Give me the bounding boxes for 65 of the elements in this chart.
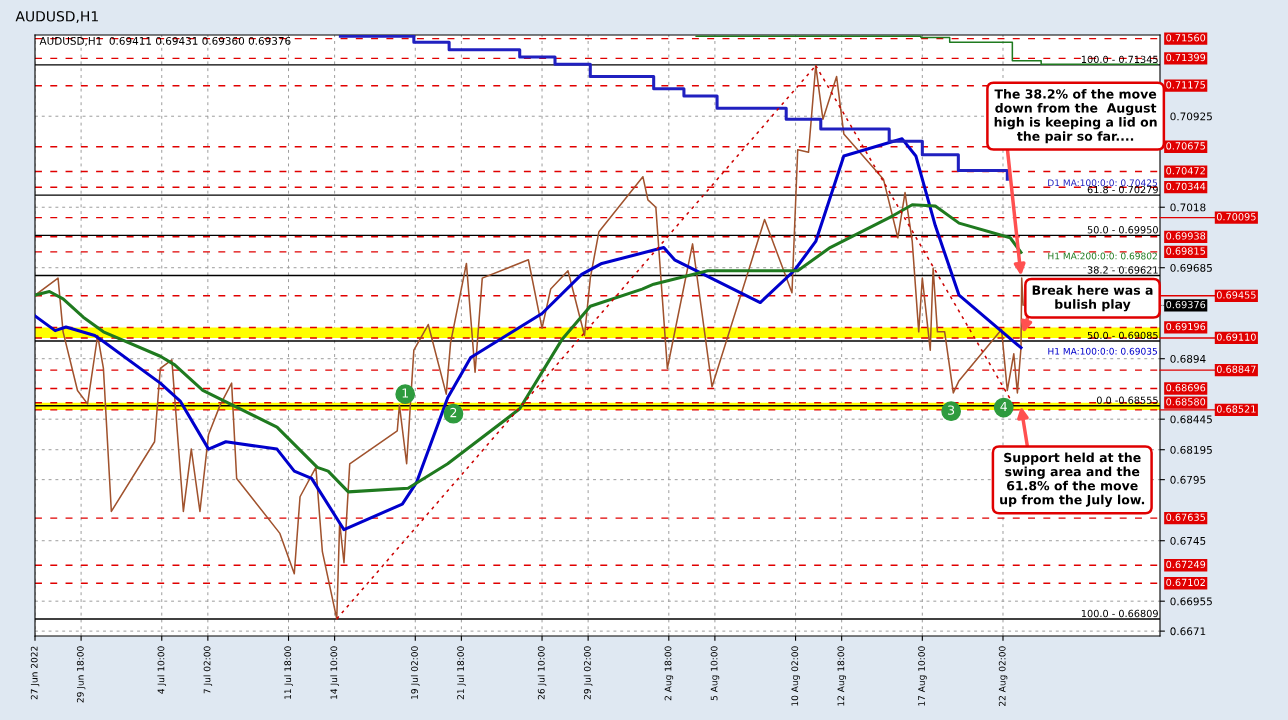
x-tick-label: 2 Aug 18:00 bbox=[664, 646, 674, 701]
ref-line-label: 0.67635 bbox=[1166, 513, 1205, 521]
annotation: 1 bbox=[402, 388, 409, 398]
ref-line-label: 0.69196 bbox=[1166, 322, 1206, 331]
x-tick-label: 21 Jul 18:00 bbox=[457, 646, 466, 700]
ref-line-label: 0.68580 bbox=[1166, 398, 1206, 406]
x-tick-label: 10 Aug 02:00 bbox=[791, 646, 800, 706]
text: D1 MA:100:0:0: 0.70425 bbox=[1048, 179, 1157, 187]
y-tick-label: 0.6894 bbox=[1170, 354, 1206, 363]
annotation: Support held at the swing area and the 61.8% of the move up from the July low. bbox=[1000, 452, 1145, 507]
annotation: 100.0 - 0.71345 bbox=[1081, 55, 1158, 64]
chart-title: AUDUSD,H1 bbox=[15, 11, 98, 23]
ref-line-label: 0.70344 bbox=[1166, 182, 1206, 191]
ref-line-label: 0.68521 bbox=[1216, 405, 1256, 413]
y-tick-label: 0.6745 bbox=[1170, 536, 1206, 545]
annotation: 100.0 - 0.66809 bbox=[1081, 609, 1158, 618]
y-tick-label: 0.68445 bbox=[1170, 415, 1212, 424]
x-tick-label: 27 Jun 2022 bbox=[30, 646, 40, 700]
ref-line-label: 0.71175 bbox=[1166, 81, 1205, 89]
y-tick-label: 0.66955 bbox=[1170, 597, 1212, 606]
ref-line-label: 0.71399 bbox=[1166, 53, 1206, 62]
x-tick-label: 5 Aug 10:00 bbox=[710, 646, 720, 701]
ref-line-label: 0.70675 bbox=[1166, 142, 1205, 150]
annotation: 50.0 - 0.69950 bbox=[1087, 226, 1158, 234]
x-tick-label: 7 Jul 02:00 bbox=[203, 646, 213, 694]
annotation: 61.8 - 0.70279 bbox=[1087, 185, 1158, 194]
annotation: Break here was a bulish play bbox=[1032, 285, 1153, 312]
ref-line-label: 0.68696 bbox=[1166, 383, 1206, 392]
x-tick-label: 26 Jul 10:00 bbox=[537, 646, 547, 700]
text: H1 MA:200:0:0: 0.69802 bbox=[1048, 252, 1157, 260]
x-tick-label: 12 Aug 18:00 bbox=[837, 646, 847, 706]
annotation: 0.69376 bbox=[1166, 300, 1206, 309]
annotation: 0.0 -0.68555 bbox=[1096, 396, 1158, 404]
ref-line-label: 0.71560 bbox=[1166, 34, 1206, 42]
annotation: 38.2 - 0.69621 bbox=[1087, 266, 1158, 274]
ref-line-label: 0.69455 bbox=[1216, 291, 1256, 299]
text: H1 MA:100:0:0: 0.69035 bbox=[1048, 347, 1157, 355]
chart-subtitle: AUDUSD,H1 0.69411 0.69431 0.69360 0.69376 bbox=[39, 36, 291, 46]
ref-line-label: 0.68847 bbox=[1216, 365, 1256, 373]
annotation: 3 bbox=[948, 405, 955, 415]
annotation: 50.0 - 0.69085 bbox=[1087, 331, 1158, 340]
annotation: 4 bbox=[1000, 401, 1007, 412]
x-tick-label: 22 Aug 02:00 bbox=[998, 646, 1008, 706]
x-tick-label: 19 Jul 02:00 bbox=[410, 646, 420, 699]
x-tick-label: 17 Aug 10:00 bbox=[918, 646, 927, 706]
y-tick-label: 0.7018 bbox=[1170, 203, 1206, 212]
ref-line-label: 0.67102 bbox=[1166, 578, 1205, 587]
y-tick-label: 0.6671 bbox=[1170, 627, 1206, 636]
y-tick-label: 0.69685 bbox=[1170, 263, 1212, 272]
annotation: 2 bbox=[450, 407, 457, 418]
x-tick-label: 11 Jul 18:00 bbox=[284, 646, 293, 699]
x-tick-label: 29 Jul 02:00 bbox=[583, 646, 593, 700]
y-tick-label: 0.6795 bbox=[1170, 475, 1206, 484]
y-tick-label: 0.70925 bbox=[1170, 112, 1212, 121]
ref-line-label: 0.69815 bbox=[1166, 247, 1205, 255]
ref-line-label: 0.70472 bbox=[1166, 167, 1205, 175]
x-tick-label: 4 Jul 10:00 bbox=[157, 646, 167, 694]
ref-line-label: 0.70095 bbox=[1216, 213, 1256, 221]
ref-line-label: 0.69938 bbox=[1166, 232, 1206, 240]
ref-line-label: 0.69110 bbox=[1216, 333, 1256, 341]
x-tick-label: 14 Jul 10:00 bbox=[330, 646, 339, 699]
x-tick-label: 29 Jun 18:00 bbox=[76, 646, 86, 703]
annotation: The 38.2% of the move down from the August high is keeping a lid on the pair so far.... bbox=[994, 88, 1157, 144]
y-tick-label: 0.68195 bbox=[1170, 445, 1212, 454]
ref-line-label: 0.67249 bbox=[1166, 560, 1206, 569]
